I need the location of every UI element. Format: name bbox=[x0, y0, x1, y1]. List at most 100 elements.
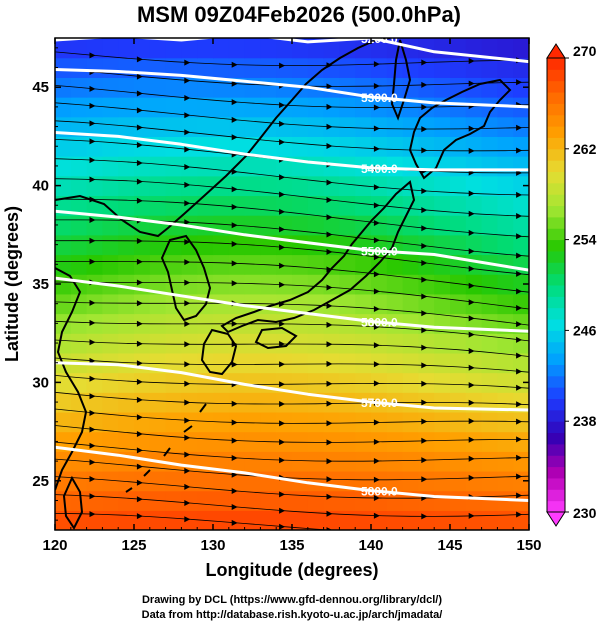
wind-arrow bbox=[516, 213, 523, 219]
heat-cell bbox=[292, 57, 309, 78]
heat-cell bbox=[118, 97, 135, 118]
heat-cell bbox=[134, 470, 151, 492]
colorbar-segment bbox=[547, 466, 565, 479]
heat-cell bbox=[323, 470, 340, 492]
heat-cell bbox=[371, 333, 388, 354]
wind-arrow bbox=[516, 321, 523, 328]
colorbar-segment bbox=[547, 80, 565, 93]
heat-cell bbox=[323, 254, 340, 275]
y-tick-label: 40 bbox=[32, 178, 49, 195]
heat-cell bbox=[149, 97, 167, 118]
colorbar-segment bbox=[547, 455, 565, 468]
heat-cell bbox=[244, 352, 261, 374]
wind-arrow bbox=[516, 191, 523, 198]
colorbar-segment bbox=[547, 194, 565, 207]
heat-cell bbox=[434, 470, 451, 492]
wind-arrow bbox=[184, 361, 191, 368]
wind-arrow bbox=[89, 138, 96, 145]
wind-arrow bbox=[421, 293, 428, 300]
contour-label: 5700.0 bbox=[361, 396, 398, 410]
heat-cell bbox=[134, 411, 151, 433]
heat-cell bbox=[181, 431, 198, 452]
heat-cell bbox=[371, 38, 388, 59]
heat-cell bbox=[292, 313, 309, 334]
heat-cell bbox=[465, 215, 483, 236]
wind-arrow bbox=[326, 248, 333, 255]
heat-cell bbox=[371, 136, 388, 157]
wind-arrow bbox=[89, 157, 96, 164]
heat-cell bbox=[434, 38, 451, 59]
heat-cell bbox=[497, 234, 514, 256]
colorbar-segment bbox=[547, 216, 565, 229]
heat-cell bbox=[402, 293, 419, 315]
heat-cell bbox=[323, 38, 340, 59]
heat-cell bbox=[323, 333, 340, 354]
wind-arrow bbox=[468, 58, 475, 64]
heat-cell bbox=[418, 293, 435, 315]
heat-cell bbox=[244, 293, 261, 315]
x-tick-label: 135 bbox=[279, 537, 304, 554]
colorbar-segment bbox=[547, 103, 565, 116]
colorbar-segment bbox=[547, 58, 565, 70]
heat-cell bbox=[149, 254, 167, 275]
wind-arrow bbox=[231, 80, 238, 87]
wind-arrow bbox=[516, 305, 523, 311]
heat-cell bbox=[244, 156, 261, 177]
heat-cell bbox=[307, 352, 325, 374]
x-tick-label: 145 bbox=[437, 537, 462, 554]
heat-cell bbox=[292, 175, 309, 197]
heat-cell bbox=[371, 293, 388, 315]
wind-streamlines bbox=[55, 51, 529, 530]
wind-arrow bbox=[136, 73, 143, 80]
heat-cell bbox=[497, 254, 514, 275]
wind-arrow bbox=[279, 491, 286, 498]
heat-cell bbox=[371, 451, 388, 472]
heat-cell bbox=[481, 175, 498, 197]
heat-cell bbox=[197, 215, 214, 236]
heat-cell bbox=[118, 156, 135, 177]
wind-arrow bbox=[136, 197, 143, 204]
wind-arrow bbox=[279, 120, 286, 127]
heat-cell bbox=[181, 470, 198, 492]
heat-cell bbox=[102, 510, 119, 530]
heat-cell bbox=[323, 136, 340, 157]
heat-cell bbox=[307, 175, 325, 197]
heat-cell bbox=[134, 77, 151, 98]
coastline-kyushu bbox=[200, 328, 238, 376]
wind-arrow bbox=[373, 361, 380, 368]
wind-arrow bbox=[184, 219, 191, 226]
heat-cell bbox=[102, 490, 119, 511]
heat-cell bbox=[513, 136, 529, 157]
heat-cell bbox=[450, 195, 467, 216]
wind-arrow bbox=[136, 378, 143, 385]
wind-arrow bbox=[373, 254, 380, 261]
heat-cell bbox=[481, 333, 498, 354]
heat-cell bbox=[276, 116, 293, 137]
wind-arrow bbox=[136, 414, 143, 421]
contour-label: 5500.0 bbox=[361, 245, 398, 259]
wind-arrow bbox=[326, 179, 333, 186]
wind-arrow bbox=[184, 95, 191, 101]
credit-data: Data from http://database.rish.kyoto-u.a… bbox=[142, 609, 443, 621]
wind-arrow bbox=[373, 202, 380, 209]
wind-arrow bbox=[373, 271, 380, 278]
x-tick-label: 130 bbox=[200, 537, 225, 554]
heat-cell bbox=[118, 274, 135, 295]
colorbar-segment bbox=[547, 262, 565, 275]
heat-cell bbox=[244, 57, 261, 78]
heat-cell bbox=[213, 38, 230, 59]
wind-arrow bbox=[279, 191, 286, 198]
wind-arrow bbox=[421, 59, 428, 66]
wind-arrow bbox=[231, 116, 238, 123]
heat-cell bbox=[165, 274, 182, 295]
heat-cell bbox=[323, 431, 340, 452]
heat-cell bbox=[197, 352, 214, 374]
heat-cell bbox=[70, 136, 88, 157]
heat-cell bbox=[371, 470, 388, 492]
heat-cell bbox=[228, 411, 246, 433]
heat-cell bbox=[228, 451, 246, 472]
heat-cell bbox=[181, 38, 198, 59]
wind-arrow bbox=[279, 523, 286, 530]
heat-cell bbox=[513, 195, 529, 216]
heat-cell bbox=[434, 57, 451, 78]
